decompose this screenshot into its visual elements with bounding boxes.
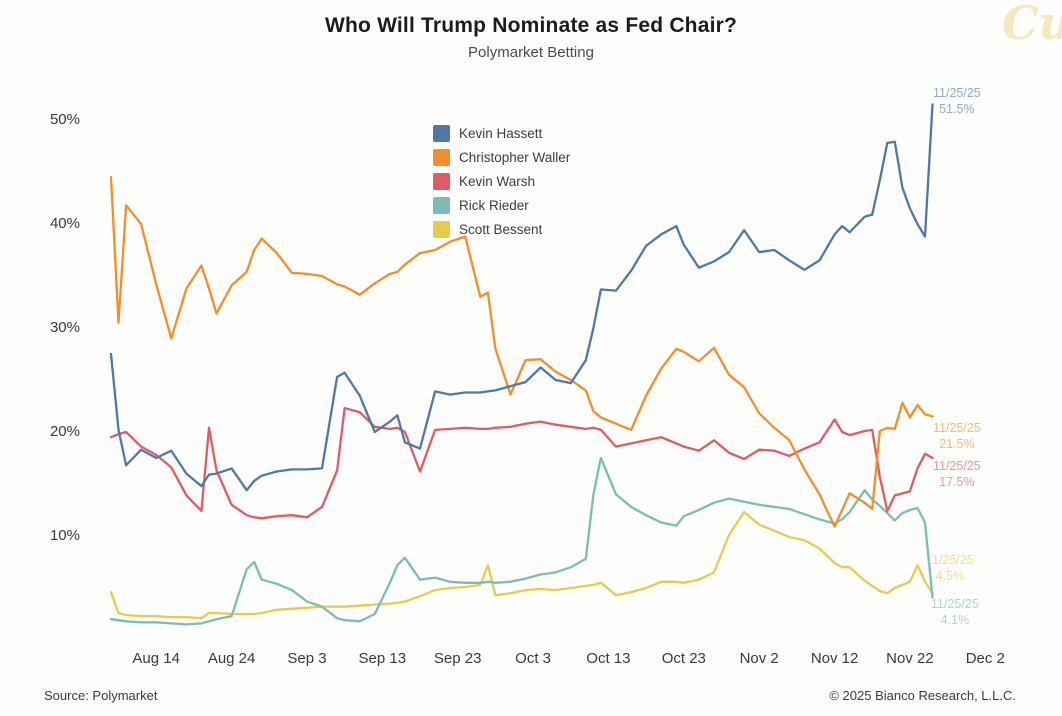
legend-label: Christopher Waller <box>459 150 571 165</box>
x-axis-label: Dec 2 <box>965 650 1005 667</box>
x-axis-label: Sep 13 <box>358 650 407 667</box>
annotation-scott-bessent: 11/25/25 4.5% <box>926 552 974 585</box>
legend-item-scott-bessent: Scott Bessent <box>433 221 570 238</box>
line-kevin-warsh <box>109 406 934 520</box>
y-axis-label: 10% <box>49 527 80 544</box>
copyright-text: © 2025 Bianco Research, L.L.C. <box>829 688 1016 703</box>
legend-label: Rick Rieder <box>459 198 529 213</box>
line-rick-rieder <box>109 456 934 626</box>
x-axis-label: Sep 23 <box>433 650 482 667</box>
annotation-date: 11/25/25 <box>933 86 981 100</box>
legend-swatch <box>433 221 450 238</box>
source-text: Source: Polymarket <box>44 688 158 703</box>
line-christopher-waller <box>109 176 934 528</box>
annotation-date: 11/25/25 <box>933 459 981 473</box>
x-axis-label: Sep 3 <box>287 650 327 667</box>
x-axis-label: Nov 2 <box>739 650 779 667</box>
annotation-value: 17.5% <box>939 475 975 490</box>
legend-label: Kevin Hassett <box>459 126 543 141</box>
y-axis-label: 20% <box>49 423 80 440</box>
annotation-christopher-waller: 11/25/25 21.5% <box>933 420 981 453</box>
legend-item-christopher-waller: Christopher Waller <box>433 149 570 166</box>
legend-swatch <box>433 149 450 166</box>
line-scott-bessent <box>109 510 934 620</box>
annotation-kevin-hassett: 11/25/25 51.5% <box>933 85 981 118</box>
annotation-value: 51.5% <box>939 102 975 117</box>
chart-title: Who Will Trump Nominate as Fed Chair? <box>324 14 738 37</box>
legend: Kevin Hassett Christopher Waller Kevin War… <box>433 125 570 238</box>
legend-item-kevin-hassett: Kevin Hassett <box>433 125 570 142</box>
legend-swatch <box>433 125 450 142</box>
x-axis-label: Oct 13 <box>586 650 631 667</box>
watermark-logo: Cu <box>1001 0 1062 50</box>
legend-item-kevin-warsh: Kevin Warsh <box>433 173 570 190</box>
y-axis-label: 50% <box>49 111 80 128</box>
x-axis-label: Nov 12 <box>810 650 859 667</box>
x-axis-label: Nov 22 <box>886 650 934 667</box>
y-axis-label: 30% <box>49 319 80 336</box>
annotation-value: 4.1% <box>940 613 970 628</box>
x-axis-label: Aug 14 <box>132 650 180 667</box>
y-axis-label: 40% <box>49 215 80 232</box>
chart-subtitle: Polymarket Betting <box>468 44 594 61</box>
annotation-value: 21.5% <box>939 437 975 452</box>
line-kevin-hassett <box>109 103 934 492</box>
legend-label: Scott Bessent <box>459 222 543 237</box>
annotation-date: 11/25/25 <box>926 553 974 567</box>
annotation-kevin-warsh: 11/25/25 17.5% <box>933 458 981 491</box>
annotation-date: 11/25/25 <box>933 421 981 435</box>
x-axis-label: Oct 23 <box>661 650 706 667</box>
legend-swatch <box>433 173 450 190</box>
legend-label: Kevin Warsh <box>459 174 536 189</box>
annotation-value: 4.5% <box>935 569 965 584</box>
legend-item-rick-rieder: Rick Rieder <box>433 197 570 214</box>
x-axis-label: Oct 3 <box>515 650 552 667</box>
x-axis-label: Aug 24 <box>207 650 256 667</box>
annotation-rick-rieder: 11/25/25 4.1% <box>931 596 979 629</box>
annotation-date: 11/25/25 <box>931 597 979 611</box>
legend-swatch <box>433 197 450 214</box>
